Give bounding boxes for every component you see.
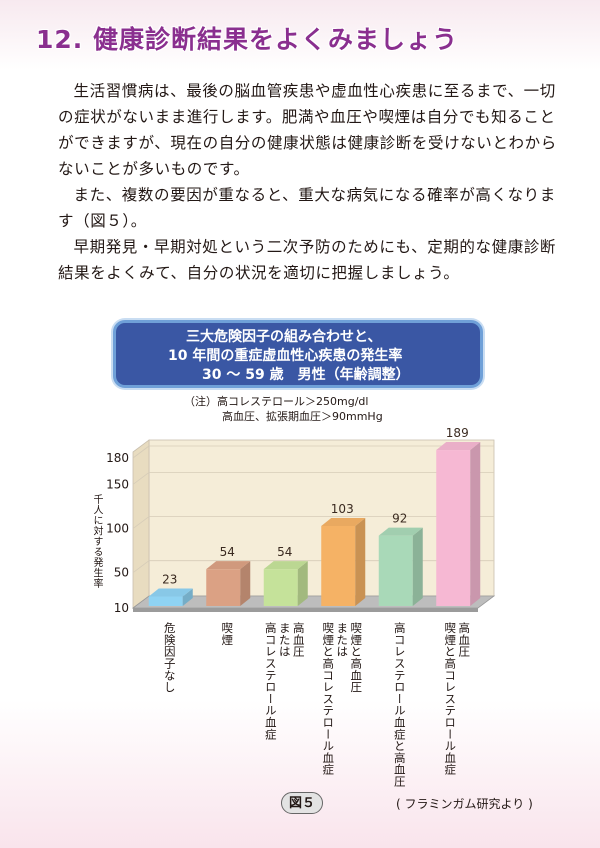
category-label-2-line-0: 高血圧	[291, 622, 306, 658]
page-title: 12. 健康診断結果をよくみましょう	[36, 25, 458, 54]
bar-value-label-5: 189	[446, 426, 469, 440]
y-tick-label-2: 100	[106, 522, 129, 536]
category-label-2-line-1: または	[277, 622, 292, 658]
bar-side-0	[182, 588, 193, 606]
category-label-3-line-2: 喫煙と高コレステロール血症	[321, 622, 336, 776]
category-label-3-line-0: 喫煙と高血圧	[349, 622, 364, 693]
bar-front-4	[378, 535, 413, 606]
chart-title-box: 三大危険因子の組み合わせと、 10 年間の重症虚血性心疾患の発生率 30 ～ 5…	[113, 320, 483, 388]
gridline-side-3	[132, 472, 150, 485]
chart-note-line-1: （注）高コレステロール＞250mg/dl	[184, 395, 369, 408]
bar-side-1	[240, 561, 251, 606]
category-label-0: 危険因子なし	[163, 622, 177, 693]
bar-front-2	[263, 569, 298, 606]
chart-note-line-2: 高血圧、拡張期血圧＞90mmHg	[222, 410, 383, 423]
gridline-side-1	[132, 560, 150, 574]
chart-floor-edge	[133, 608, 478, 612]
bar-front-0	[148, 596, 183, 606]
category-label-5-line-1: 喫煙と高コレステロール血症	[443, 622, 458, 776]
bar-front-5	[436, 450, 471, 606]
category-label-5: 高血圧 喫煙と高コレステロール血症	[443, 622, 471, 775]
bar-value-label-1: 54	[220, 545, 235, 559]
chart-title-line-2: 10 年間の重症虚血性心疾患の発生率	[168, 348, 403, 364]
chart-title-line-3: 30 ～ 59 歳 男性（年齢調整）	[202, 367, 410, 383]
category-label-5-line-0: 高血圧	[457, 622, 472, 658]
category-label-1-line-0: 喫煙	[220, 622, 235, 646]
paragraph-1: 生活習慣病は、最後の脳血管疾患や虚血性心疾患に至るまで、一切の症状がないまま進行…	[58, 82, 557, 178]
bar-side-5	[470, 442, 481, 606]
category-label-2-line-2: 高コレステロール血症	[263, 622, 278, 740]
y-tick-label-4: 180	[106, 451, 129, 465]
bar-top-3	[321, 517, 366, 526]
chart-title-line-1: 三大危険因子の組み合わせと、	[186, 329, 382, 345]
y-tick-label-3: 150	[106, 477, 129, 491]
bar-top-2	[263, 561, 308, 570]
category-label-2: 高血圧 または 高コレステロール血症	[264, 622, 306, 740]
bar-side-4	[412, 527, 423, 606]
source-credit: ( フラミンガム研究より )	[396, 797, 533, 811]
category-label-4: 高コレステロール血症と高血圧	[393, 622, 407, 787]
category-label-4-line-0: 高コレステロール血症と高血圧	[392, 622, 407, 788]
paragraph-2: また、複数の要因が重なると、重大な病気になる確率が高くなります（図５）。	[58, 186, 556, 230]
bar-top-1	[206, 561, 251, 570]
chart-note: （注）高コレステロール＞250mg/dl 高血圧、拡張期血圧＞90mmHg	[184, 394, 383, 424]
category-label-0-line-0: 危険因子なし	[162, 622, 177, 693]
gridline-side-4	[132, 445, 150, 459]
bar-top-5	[436, 442, 481, 451]
bar-front-1	[206, 569, 241, 606]
y-axis-label: 千人に対する発生率	[91, 494, 102, 589]
category-label-3-line-1: または	[335, 622, 350, 658]
gridline-side-2	[132, 516, 150, 529]
y-tick-label-1: 50	[114, 566, 129, 580]
category-label-1: 喫煙	[220, 622, 234, 646]
bar-side-3	[355, 517, 366, 606]
body-text: 生活習慣病は、最後の脳血管疾患や虚血性心疾患に至るまで、一切の症状がないまま進行…	[58, 78, 563, 286]
figure-label: 図５	[281, 792, 323, 814]
bar-value-label-3: 103	[331, 502, 354, 516]
bar-top-4	[378, 527, 423, 536]
bar-value-label-0: 23	[162, 573, 177, 587]
paragraph-3: 早期発見・早期対処という二次予防のためにも、定期的な健康診断結果をよくみて、自分…	[58, 238, 557, 282]
bar-front-3	[321, 525, 356, 606]
bar-value-label-4: 92	[392, 512, 407, 526]
y-tick-label-0: 10	[114, 601, 129, 615]
category-label-3: 喫煙と高血圧 または 喫煙と高コレステロール血症	[321, 622, 363, 775]
bar-value-label-2: 54	[277, 545, 292, 559]
bar-side-2	[297, 561, 308, 606]
chart-left-wall	[132, 439, 150, 609]
bar-top-0	[148, 588, 193, 597]
